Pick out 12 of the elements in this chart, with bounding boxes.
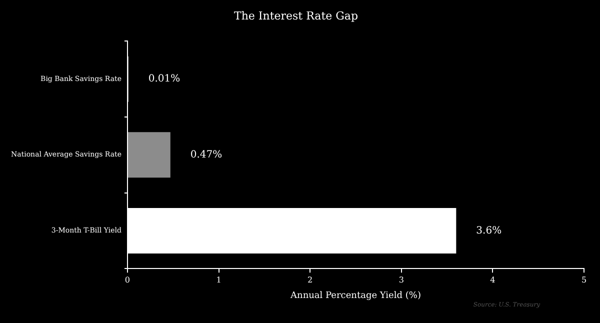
- x-tick-label: 3: [398, 275, 404, 284]
- x-tick-label: 2: [308, 275, 313, 284]
- x-tick-label: 4: [490, 275, 496, 284]
- chart-title: The Interest Rate Gap: [234, 9, 358, 22]
- x-axis-title: Annual Percentage Yield (%): [290, 290, 421, 301]
- data-label: 3.6%: [476, 225, 502, 236]
- bar: [128, 132, 170, 178]
- data-label: 0.47%: [190, 149, 222, 160]
- x-tick-label: 1: [216, 275, 222, 284]
- data-label: 0.01%: [148, 74, 180, 85]
- x-tick-label: 0: [124, 275, 130, 284]
- x-tick-label: 5: [581, 275, 587, 284]
